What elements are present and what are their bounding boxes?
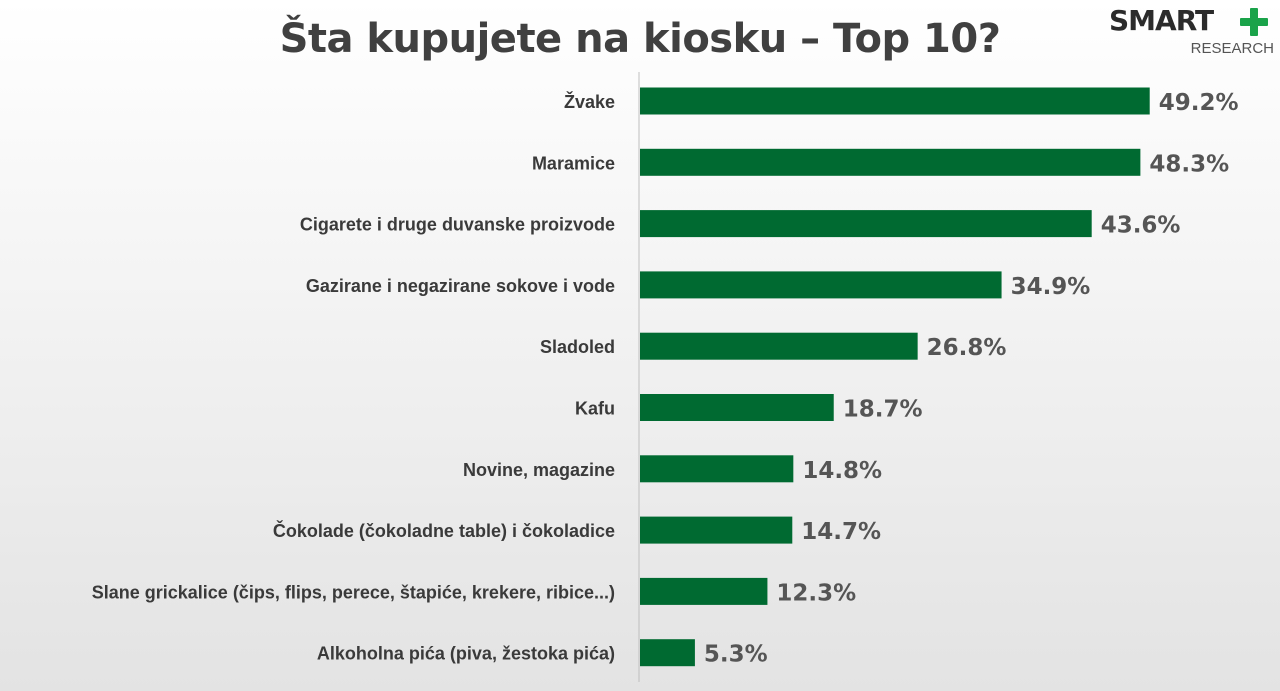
bar (640, 87, 1150, 115)
data-label: 43.6% (1101, 213, 1181, 239)
bar (640, 516, 793, 544)
category-label: Maramice (532, 153, 615, 173)
data-label: 5.3% (704, 642, 768, 668)
data-label: 26.8% (927, 335, 1007, 361)
plus-icon (1240, 8, 1268, 36)
bar (640, 271, 1002, 299)
category-label: Slane grickalice (čips, flips, perece, š… (92, 582, 615, 602)
category-label: Gazirane i negazirane sokove i vode (306, 276, 615, 296)
logo-subtitle: RESEARCH (1190, 40, 1274, 57)
category-label: Cigarete i druge duvanske proizvode (300, 215, 615, 235)
data-label: 12.3% (776, 580, 856, 606)
data-label: 34.9% (1011, 274, 1091, 300)
category-label: Alkoholna pića (piva, žestoka pića) (317, 644, 615, 664)
smart-research-logo: SMART RESEARCH (1109, 4, 1274, 60)
bar (640, 455, 794, 483)
chart-title: Šta kupujete na kiosku – Top 10? (279, 16, 1001, 62)
data-label: 18.7% (843, 397, 923, 423)
bar (640, 577, 768, 605)
category-label: Sladoled (540, 337, 615, 357)
data-label: 48.3% (1149, 151, 1229, 177)
category-label: Žvake (564, 91, 615, 112)
data-label: 14.8% (802, 458, 882, 484)
category-label: Kafu (575, 399, 615, 419)
bar (640, 148, 1141, 176)
data-label: 49.2% (1159, 90, 1239, 116)
category-label: Čokolade (čokoladne table) i čokoladice (273, 520, 615, 541)
bar (640, 394, 834, 421)
bar (640, 639, 695, 667)
data-label: 14.7% (801, 519, 881, 545)
bar (640, 210, 1092, 238)
logo-name: SMART (1109, 4, 1214, 37)
bar (640, 332, 918, 360)
category-label: Novine, magazine (463, 460, 615, 480)
